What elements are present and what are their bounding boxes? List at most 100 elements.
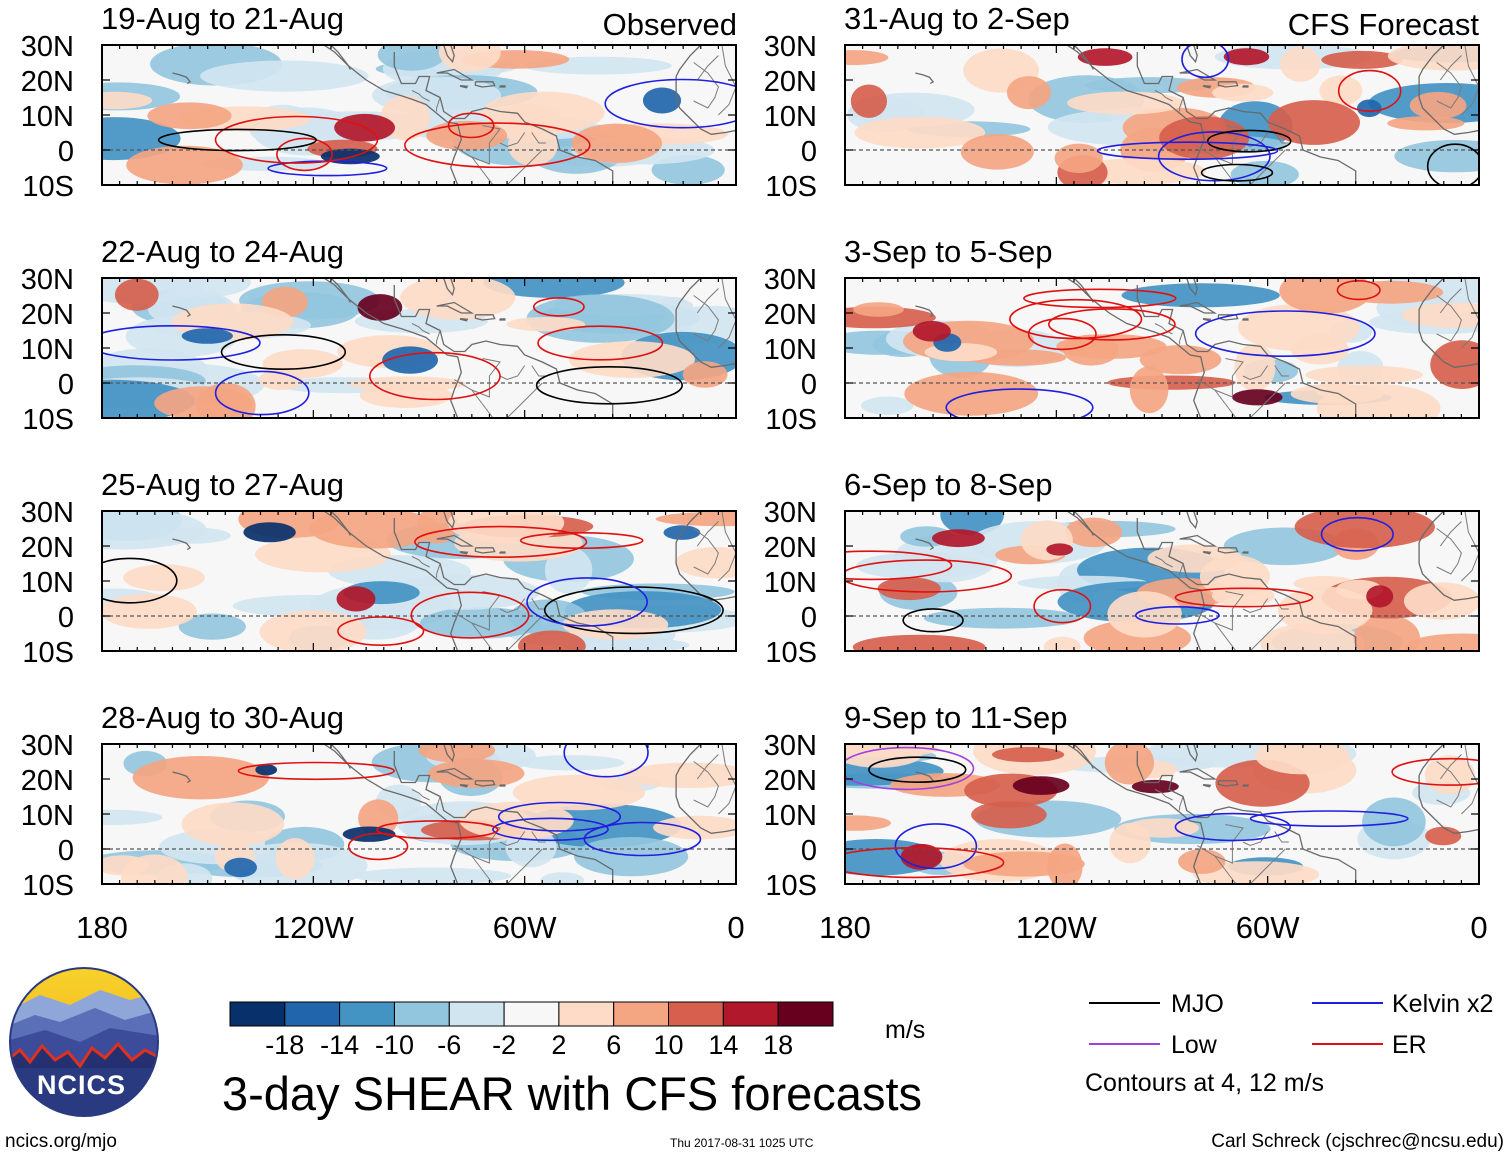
- lat-tick-label: 20N: [764, 532, 817, 564]
- country-border: [1154, 789, 1173, 801]
- shear-shade: [544, 546, 593, 594]
- shear-shade: [1104, 744, 1154, 785]
- contour-line: [276, 137, 333, 172]
- shear-shade: [1401, 302, 1479, 328]
- shear-shade: [1425, 826, 1462, 846]
- country-border: [1439, 288, 1462, 314]
- shear-shade: [1387, 45, 1479, 71]
- lat-tick-label: 30N: [21, 730, 74, 762]
- contour-line: [337, 616, 425, 647]
- shear-shade: [526, 294, 675, 343]
- shear-shade: [1064, 517, 1123, 548]
- country-border: [718, 45, 736, 116]
- shear-shade: [1290, 334, 1349, 365]
- shear-shade: [309, 511, 440, 549]
- coastline: [1186, 45, 1198, 64]
- coastline: [436, 767, 475, 780]
- panel-title-8: 9-Sep to 11-Sep: [844, 700, 1068, 735]
- coastline: [915, 72, 935, 85]
- legend-kelvin-label: Kelvin x2: [1392, 990, 1494, 1018]
- coastline: [436, 301, 475, 314]
- shear-shade: [102, 511, 207, 550]
- shear-shade: [200, 60, 369, 92]
- coastline: [499, 318, 506, 321]
- shear-shade: [1230, 160, 1299, 185]
- legend-low-label: Low: [1171, 1031, 1217, 1059]
- lat-tick-label: 10N: [764, 334, 817, 366]
- shear-shade: [932, 529, 985, 548]
- shear-shade: [1268, 100, 1360, 145]
- country-border: [531, 132, 546, 144]
- coastline: [1136, 751, 1357, 884]
- contour-line: [237, 761, 395, 781]
- shear-shade: [923, 607, 1081, 629]
- country-border: [1196, 824, 1244, 864]
- panel-title-3: 25-Aug to 27-Aug: [101, 467, 345, 502]
- shear-shade: [1353, 614, 1421, 651]
- contour-line: [1174, 812, 1292, 842]
- shear-shade: [852, 634, 986, 651]
- main-title: 3-day SHEAR with CFS forecasts: [222, 1067, 922, 1120]
- shear-shade: [856, 552, 987, 580]
- lat-tick-label: 10S: [765, 171, 817, 203]
- contour-line: [537, 325, 664, 361]
- coastline: [393, 52, 614, 185]
- shear-shade: [123, 564, 205, 592]
- shear-shade: [426, 120, 508, 151]
- contour-line: [1096, 141, 1279, 160]
- lat-tick-label: 10N: [764, 567, 817, 599]
- author-credit: Carl Schreck (cjschrec@ncsu.edu): [1211, 1131, 1504, 1152]
- coastline: [1418, 511, 1479, 601]
- country-border: [436, 330, 441, 345]
- coastline: [1418, 45, 1479, 135]
- coastline: [1066, 744, 1205, 884]
- shear-shade: [1404, 633, 1479, 651]
- shear-shade: [1121, 283, 1280, 308]
- coastline: [1136, 518, 1357, 651]
- coastline: [1202, 550, 1212, 555]
- country-border: [506, 848, 543, 884]
- country-border: [506, 382, 543, 418]
- shear-shade: [845, 50, 889, 66]
- shear-shade: [518, 630, 586, 651]
- contour-line: [1181, 45, 1230, 79]
- coastline: [330, 744, 351, 769]
- panel-title-6: 3-Sep to 5-Sep: [844, 234, 1053, 269]
- lat-tick-label: 10N: [21, 334, 74, 366]
- colorbar-swatch: [613, 1001, 670, 1027]
- shear-shade: [1211, 584, 1275, 607]
- shear-shade: [357, 294, 403, 321]
- country-border: [696, 55, 719, 81]
- coastline: [330, 278, 351, 303]
- url-link[interactable]: ncics.org/mjo: [5, 1131, 117, 1152]
- contour-line: [1200, 163, 1274, 182]
- shear-shade: [1006, 76, 1051, 110]
- coastline: [330, 511, 351, 536]
- coastline: [1179, 767, 1218, 780]
- contour-line: [902, 608, 964, 633]
- shear-shade: [1046, 543, 1074, 556]
- country-border: [1249, 615, 1286, 651]
- shear-shade: [1139, 345, 1222, 375]
- contour-line: [526, 577, 648, 627]
- country-border: [499, 831, 526, 847]
- shear-shade: [682, 361, 728, 388]
- panel-title-4: 28-Aug to 30-Aug: [101, 700, 345, 735]
- shear-shade: [960, 134, 1034, 170]
- country-border: [1179, 796, 1184, 811]
- coastline: [459, 317, 469, 322]
- country-border: [1439, 754, 1462, 780]
- contour-line: [1135, 606, 1220, 625]
- shear-shade: [1192, 861, 1320, 884]
- legend-er-label: ER: [1392, 1031, 1427, 1059]
- lat-tick-label: 10S: [22, 870, 74, 902]
- country-border: [1274, 598, 1289, 610]
- country-border: [1154, 323, 1173, 335]
- lat-tick-label: 0: [801, 369, 817, 401]
- contour-line: [845, 559, 1013, 593]
- shear-shade: [1430, 340, 1479, 389]
- shear-shade: [571, 123, 662, 163]
